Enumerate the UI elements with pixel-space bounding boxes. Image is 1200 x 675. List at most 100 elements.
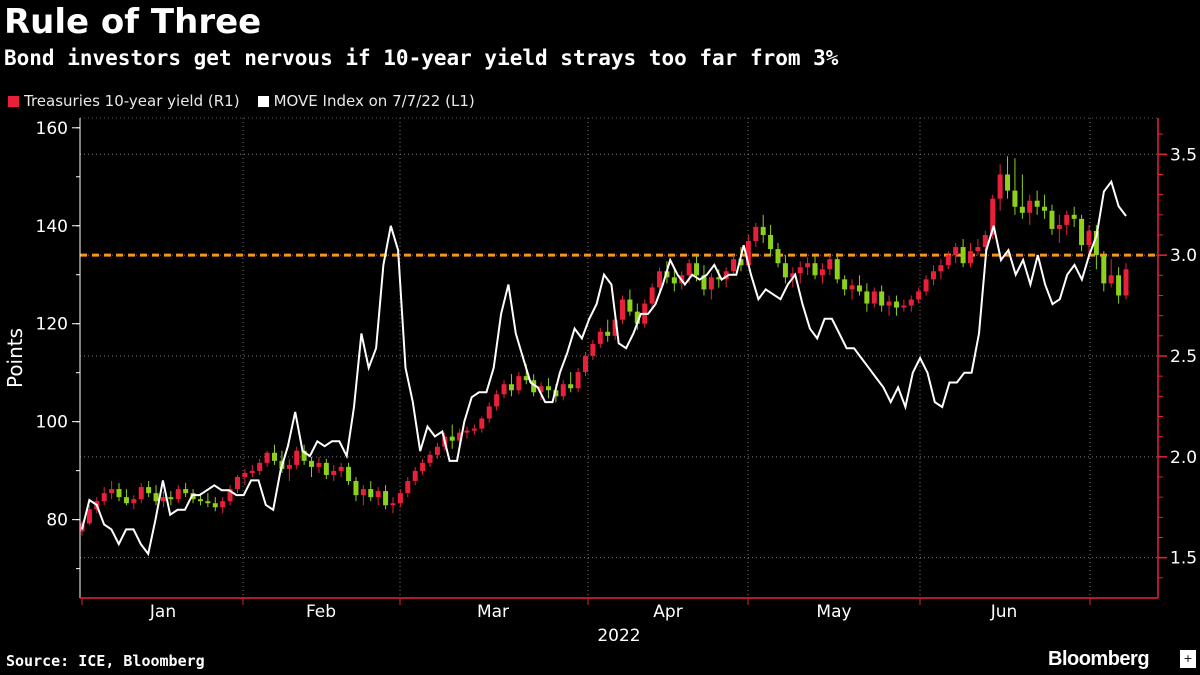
candle-body xyxy=(627,299,633,312)
yield-candle xyxy=(131,495,137,510)
legend-label-move: MOVE Index on 7/7/22 (L1) xyxy=(273,92,475,110)
candle-body xyxy=(471,428,477,431)
candle-body xyxy=(1123,269,1129,296)
yield-candle xyxy=(1123,263,1129,300)
x-axis-year-label: 2022 xyxy=(597,626,640,646)
yield-candle xyxy=(205,493,211,508)
yield-candle xyxy=(234,474,240,494)
candle-body xyxy=(109,489,115,494)
yield-candle xyxy=(1101,251,1107,292)
candle-body xyxy=(901,305,907,308)
yield-candle xyxy=(434,442,440,459)
candle-body xyxy=(968,251,974,264)
candle-body xyxy=(153,493,159,502)
yield-candle xyxy=(420,458,426,475)
yield-candle xyxy=(331,464,337,482)
yield-candle xyxy=(560,380,566,401)
legend: Treasuries 10-year yield (R1) MOVE Index… xyxy=(8,92,475,110)
candle-body xyxy=(997,174,1003,199)
candle-body xyxy=(790,273,796,278)
candle-body xyxy=(701,275,707,290)
yield-candle xyxy=(1064,210,1070,235)
yield-candle xyxy=(582,351,588,377)
yield-candle xyxy=(486,402,492,423)
yield-candle xyxy=(1034,190,1040,215)
candle-body xyxy=(738,259,744,266)
candle-body xyxy=(560,384,566,397)
yield-candle xyxy=(175,485,181,504)
legend-item-move: MOVE Index on 7/7/22 (L1) xyxy=(257,92,475,110)
candle-body xyxy=(1086,230,1092,246)
candle-body xyxy=(1042,206,1048,211)
candle-body xyxy=(1005,174,1011,191)
candle-body xyxy=(494,394,500,407)
candle-body xyxy=(294,450,300,465)
candle-body xyxy=(760,226,766,235)
yield-candle xyxy=(893,295,899,316)
candle-body xyxy=(545,386,551,391)
candle-body xyxy=(131,499,137,504)
legend-swatch-move xyxy=(257,95,269,107)
candle-body xyxy=(160,497,166,502)
candle-body xyxy=(694,263,700,276)
candle-body xyxy=(671,277,677,284)
candle-body xyxy=(893,301,899,308)
yield-candle xyxy=(575,368,581,393)
yield-candle xyxy=(1086,224,1092,256)
yield-candle xyxy=(220,497,226,514)
right-tick-label: 3.5 xyxy=(1170,145,1197,165)
candle-body xyxy=(257,462,263,471)
legend-label-yield: Treasuries 10-year yield (R1) xyxy=(24,92,240,110)
candle-body xyxy=(923,279,929,292)
candle-body xyxy=(1034,200,1040,207)
month-dividers xyxy=(242,118,1091,598)
yield-candle xyxy=(368,481,374,502)
yield-candle xyxy=(346,462,352,486)
candle-body xyxy=(834,259,840,280)
yield-candle xyxy=(1116,267,1122,304)
yield-candle xyxy=(797,261,803,284)
candle-body xyxy=(123,497,129,504)
bloomberg-logo: Bloomberg xyxy=(1048,648,1150,670)
yield-candle xyxy=(819,263,825,284)
candle-body xyxy=(86,509,92,524)
candle-body xyxy=(397,493,403,504)
candle-body xyxy=(1071,214,1077,219)
left-tick-label: 140 xyxy=(36,217,68,237)
candle-body xyxy=(930,271,936,280)
candle-body xyxy=(375,491,381,498)
yield-candle xyxy=(775,243,781,268)
yield-candle xyxy=(1049,204,1055,235)
candle-body xyxy=(1108,275,1114,284)
yield-candle xyxy=(501,380,507,399)
yield-candle xyxy=(834,253,840,284)
yield-candle xyxy=(1079,214,1085,252)
candle-body xyxy=(457,432,463,441)
candle-body xyxy=(879,291,885,306)
candle-body xyxy=(390,503,396,506)
yield-candle xyxy=(464,426,470,439)
chart-title: Rule of Three xyxy=(4,2,262,42)
yield-candle xyxy=(146,481,152,498)
candle-body xyxy=(945,255,951,266)
candle-body xyxy=(575,372,581,389)
yield-candle xyxy=(301,444,307,465)
yield-candle xyxy=(242,468,248,486)
yield-candle xyxy=(1012,158,1018,215)
yield-candle xyxy=(953,243,959,264)
yield-candle xyxy=(805,257,811,276)
yield-candle xyxy=(760,214,766,244)
yield-candle xyxy=(871,287,877,308)
candle-body xyxy=(264,452,270,463)
left-tick-label: 80 xyxy=(46,511,68,531)
candle-body xyxy=(657,271,663,288)
candle-body xyxy=(368,489,374,498)
x-tick-label: May xyxy=(816,602,851,622)
candle-body xyxy=(1101,255,1107,284)
candle-body xyxy=(516,376,522,391)
yield-candle xyxy=(901,299,907,312)
yield-candle xyxy=(123,489,129,506)
yield-candle xyxy=(109,481,115,500)
legend-swatch-yield xyxy=(8,95,19,107)
candle-body xyxy=(1012,190,1018,207)
